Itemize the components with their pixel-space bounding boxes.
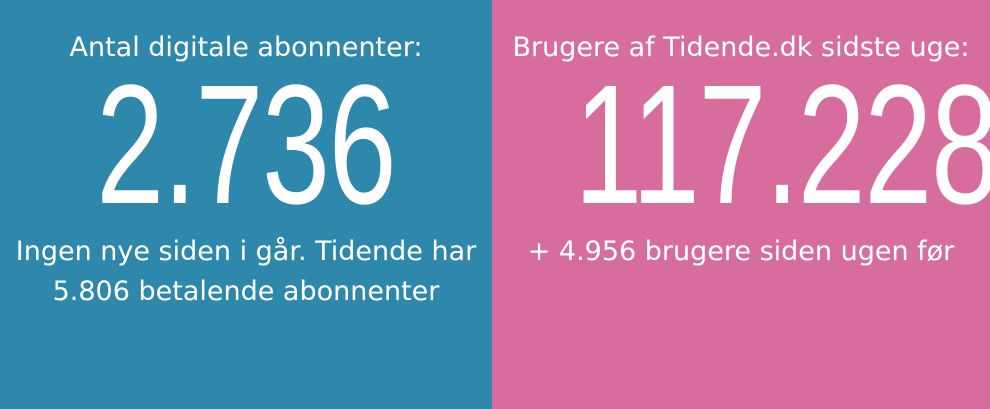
weekly-users-panel: Brugere af Tidende.dk sidste uge: 117.22… xyxy=(492,0,990,409)
subscribers-value-text: 2.736 xyxy=(96,50,397,240)
subscribers-value: 2.736 xyxy=(0,50,492,240)
subscribers-title: Antal digitale abonnenter: xyxy=(69,32,423,63)
users-value-text: 117.228 xyxy=(574,50,990,240)
users-value: 117.228 xyxy=(492,50,990,240)
users-title: Brugere af Tidende.dk sidste uge: xyxy=(512,32,970,63)
digital-subscribers-panel: Antal digitale abonnenter: 2.736 Ingen n… xyxy=(0,0,492,409)
subscribers-note-line2: 5.806 betalende abonnenter xyxy=(52,276,440,307)
subscribers-note-line1: Ingen nye siden i går. Tidende har xyxy=(15,236,477,267)
users-note: + 4.956 brugere siden ugen før xyxy=(492,232,990,272)
subscribers-note: Ingen nye siden i går. Tidende har 5.806… xyxy=(0,232,492,312)
users-note-line1: + 4.956 brugere siden ugen før xyxy=(527,236,955,267)
